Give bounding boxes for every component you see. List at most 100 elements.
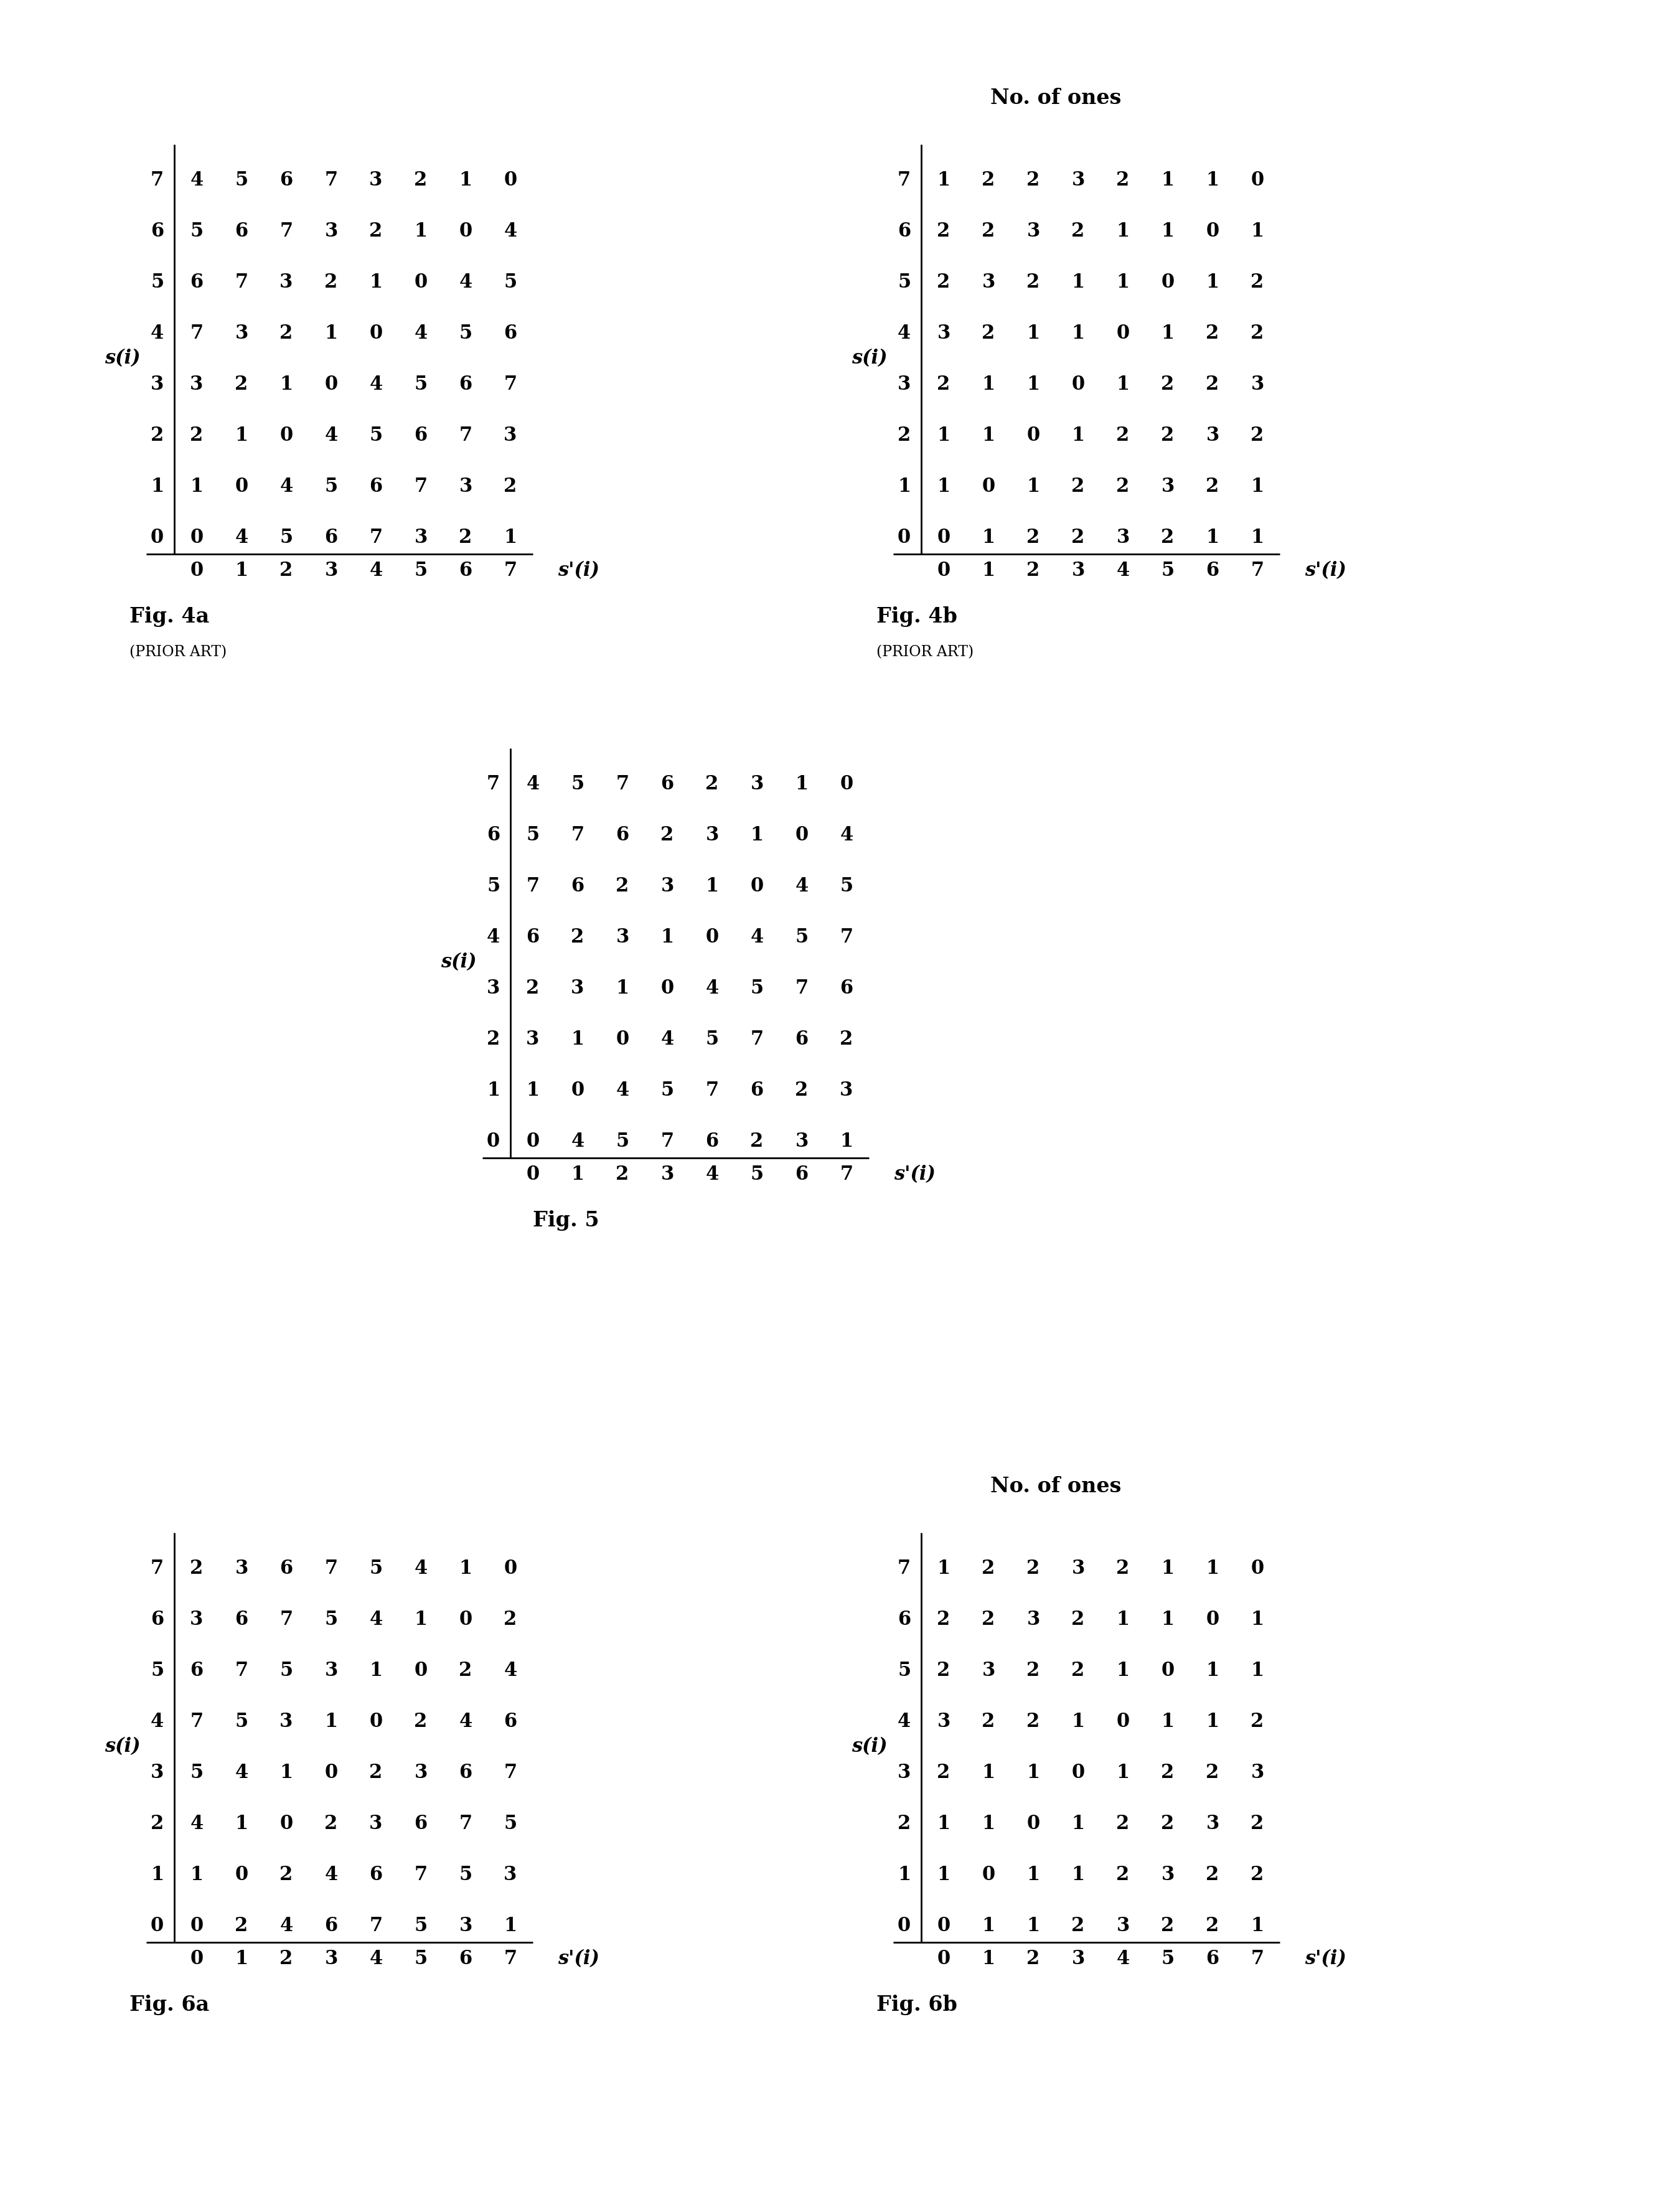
Text: 7: 7 [370, 1916, 383, 1935]
Text: 3: 3 [370, 1813, 383, 1833]
Text: 5: 5 [840, 877, 853, 894]
Text: Fig. 4b: Fig. 4b [877, 606, 958, 628]
Text: 5: 5 [415, 374, 427, 394]
Text: 0: 0 [415, 1660, 427, 1680]
Text: 1: 1 [1072, 426, 1085, 444]
Text: 2: 2 [1116, 171, 1129, 190]
Text: 6: 6 [571, 877, 585, 894]
Text: 6: 6 [190, 1660, 203, 1680]
Text: 4: 4 [415, 324, 427, 343]
Text: 3: 3 [751, 774, 763, 794]
Text: 6: 6 [504, 324, 517, 343]
Text: 1: 1 [1206, 1660, 1220, 1680]
Text: 3: 3 [1072, 560, 1085, 580]
Text: 2: 2 [660, 824, 674, 844]
Text: 3: 3 [1161, 1866, 1174, 1885]
Text: 7: 7 [897, 171, 911, 190]
Text: 0: 0 [459, 1610, 472, 1629]
Text: 0: 0 [1026, 426, 1040, 444]
Text: s(i): s(i) [440, 954, 477, 971]
Text: 7: 7 [151, 171, 165, 190]
Text: 4: 4 [279, 477, 292, 496]
Text: 0: 0 [937, 527, 951, 547]
Text: 1: 1 [981, 1949, 995, 1968]
Text: 2: 2 [415, 171, 427, 190]
Text: 5: 5 [151, 273, 165, 291]
Text: 2: 2 [981, 324, 995, 343]
Text: 5: 5 [487, 877, 501, 894]
Text: 1: 1 [235, 426, 249, 444]
Text: 7: 7 [795, 978, 808, 997]
Text: 6: 6 [487, 824, 501, 844]
Text: 0: 0 [981, 1866, 995, 1885]
Text: 1: 1 [937, 426, 951, 444]
Text: 3: 3 [1161, 477, 1174, 496]
Text: 4: 4 [897, 1712, 911, 1730]
Text: 1: 1 [487, 1080, 501, 1100]
Text: 2: 2 [981, 1610, 995, 1629]
Text: 2: 2 [1072, 1660, 1085, 1680]
Text: 2: 2 [487, 1030, 501, 1050]
Text: 7: 7 [415, 477, 427, 496]
Text: 7: 7 [840, 1166, 853, 1183]
Text: 1: 1 [1161, 171, 1174, 190]
Text: s(i): s(i) [852, 350, 887, 367]
Text: 7: 7 [235, 273, 249, 291]
Text: 3: 3 [1072, 1559, 1085, 1577]
Text: 5: 5 [370, 1559, 383, 1577]
Text: 1: 1 [571, 1030, 585, 1050]
Text: 2: 2 [795, 1080, 808, 1100]
Text: 1: 1 [1206, 527, 1220, 547]
Text: 6: 6 [504, 1712, 517, 1730]
Text: 1: 1 [1252, 221, 1263, 241]
Text: 6: 6 [324, 527, 338, 547]
Text: 6: 6 [459, 1949, 472, 1968]
Text: 1: 1 [751, 824, 763, 844]
Text: 3: 3 [795, 1131, 808, 1150]
Text: 1: 1 [937, 1813, 951, 1833]
Text: 6: 6 [459, 1763, 472, 1782]
Text: 0: 0 [571, 1080, 585, 1100]
Text: 2: 2 [1206, 477, 1220, 496]
Text: 3: 3 [151, 1763, 165, 1782]
Text: 2: 2 [1072, 527, 1085, 547]
Text: 1: 1 [1072, 1813, 1085, 1833]
Text: 3: 3 [706, 824, 719, 844]
Text: 1: 1 [981, 527, 995, 547]
Text: 2: 2 [459, 527, 472, 547]
Text: 1: 1 [706, 877, 719, 894]
Text: 4: 4 [151, 324, 165, 343]
Text: 2: 2 [937, 374, 951, 394]
Text: 0: 0 [981, 477, 995, 496]
Text: 3: 3 [190, 374, 203, 394]
Text: 1: 1 [370, 273, 383, 291]
Text: 4: 4 [526, 774, 539, 794]
Text: 1: 1 [1116, 1660, 1129, 1680]
Text: 3: 3 [279, 273, 292, 291]
Text: 1: 1 [981, 426, 995, 444]
Text: 1: 1 [415, 1610, 427, 1629]
Text: 1: 1 [190, 1866, 203, 1885]
Text: 1: 1 [937, 1559, 951, 1577]
Text: 5: 5 [415, 560, 427, 580]
Text: 3: 3 [1072, 171, 1085, 190]
Text: 4: 4 [504, 1660, 517, 1680]
Text: s(i): s(i) [852, 1736, 887, 1756]
Text: 3: 3 [324, 1660, 338, 1680]
Text: 2: 2 [897, 1813, 911, 1833]
Text: 3: 3 [526, 1030, 539, 1050]
Text: 2: 2 [526, 978, 539, 997]
Text: 0: 0 [937, 1916, 951, 1935]
Text: 1: 1 [1026, 1866, 1040, 1885]
Text: 1: 1 [937, 1866, 951, 1885]
Text: 1: 1 [1206, 273, 1220, 291]
Text: 2: 2 [324, 1813, 338, 1833]
Text: 2: 2 [279, 1866, 292, 1885]
Text: 0: 0 [1252, 1559, 1263, 1577]
Text: 3: 3 [1206, 426, 1220, 444]
Text: 7: 7 [190, 1712, 203, 1730]
Text: 3: 3 [415, 1763, 427, 1782]
Text: 6: 6 [235, 1610, 249, 1629]
Text: 3: 3 [1026, 221, 1040, 241]
Text: 7: 7 [190, 324, 203, 343]
